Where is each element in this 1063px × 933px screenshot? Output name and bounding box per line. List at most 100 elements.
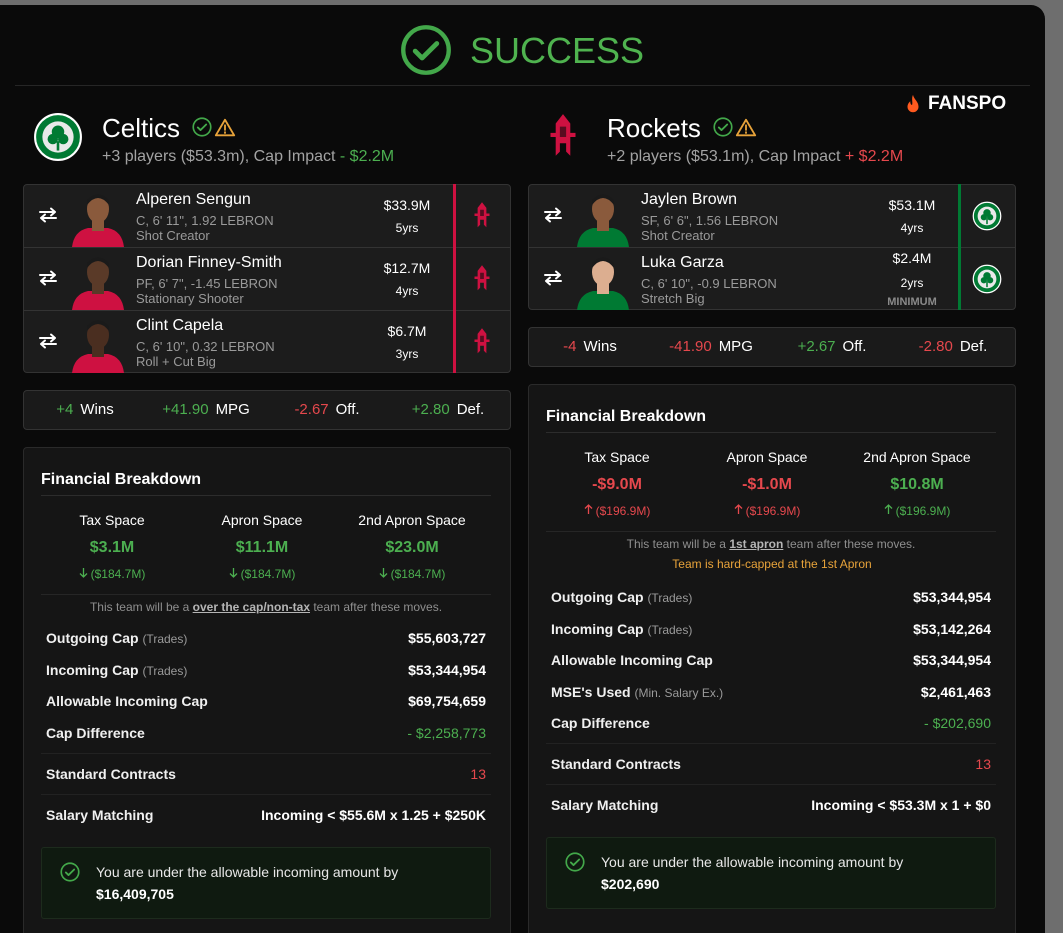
player-name: Jaylen Brown <box>641 191 738 208</box>
player-details: PF, 6' 7", -1.45 LEBRON <box>136 276 278 291</box>
status-icons <box>713 117 757 139</box>
note-text: team after these moves. <box>310 600 443 614</box>
icon-graphic <box>39 270 57 286</box>
financial-title: Financial Breakdown <box>41 471 202 488</box>
contract-years: 3yrs <box>395 346 419 361</box>
row-label: Outgoing Cap (Trades) <box>46 628 346 648</box>
impact-bar <box>23 390 511 430</box>
space-change: ($196.9M) <box>837 503 997 519</box>
icon-graphic <box>79 568 88 578</box>
origin-logo <box>972 201 1002 231</box>
icon-graphic <box>980 277 987 284</box>
player-salary: $33.9M <box>383 197 431 213</box>
row-label: Incoming Cap (Trades) <box>551 619 851 639</box>
icon-graphic <box>72 257 124 310</box>
icon-graphic <box>734 504 743 514</box>
swap-icon <box>542 207 564 223</box>
swap-icon <box>37 333 59 349</box>
status-icons <box>192 117 236 139</box>
icon-graphic <box>569 858 581 866</box>
icon-graphic <box>214 118 236 137</box>
icon-graphic <box>39 207 56 217</box>
space-change-value: ($196.9M) <box>895 504 951 518</box>
icon-graphic <box>72 228 124 247</box>
row-divider <box>528 247 1016 248</box>
contract-years: 2yrs <box>900 275 924 290</box>
icon-graphic <box>214 118 236 137</box>
trend-arrow <box>734 503 743 519</box>
icon-graphic <box>972 201 1002 231</box>
icon-graphic <box>544 270 562 286</box>
impact-value: -4 <box>563 338 577 355</box>
icon-graphic <box>60 861 80 882</box>
row-label-text: MSE's Used <box>551 683 631 700</box>
icon-graphic <box>192 117 212 137</box>
icon-graphic <box>545 276 562 286</box>
icon-graphic <box>474 265 490 291</box>
status-icon <box>60 861 80 882</box>
player-name: Luka Garza <box>641 254 724 271</box>
impact-label: MPG <box>215 401 250 418</box>
icon-graphic <box>987 214 994 221</box>
icon-graphic <box>34 113 82 161</box>
player-avatar <box>573 185 633 247</box>
icon-graphic <box>72 354 124 373</box>
space-value: $11.1M <box>235 539 289 556</box>
impact-item: -2.80 Def. <box>893 337 1013 357</box>
space-change: ($184.7M) <box>32 566 192 582</box>
row-divider <box>23 310 511 311</box>
success-icon <box>400 24 452 76</box>
icon-graphic <box>412 41 440 61</box>
icon-graphic <box>47 133 58 145</box>
player-avatar <box>68 185 128 247</box>
icon-graphic <box>87 321 109 349</box>
note-text: This team will be a <box>89 600 193 614</box>
icon-graphic <box>87 320 109 331</box>
space-label: Tax Space <box>584 449 650 465</box>
status-box <box>41 846 491 919</box>
row-value: - $2,258,773 <box>407 724 486 741</box>
icon-graphic <box>87 258 109 286</box>
cap-impact: - $2.2M <box>339 148 395 165</box>
status-icon <box>565 852 585 872</box>
contract-years: 4yrs <box>395 283 419 298</box>
icon-graphic <box>972 264 1002 294</box>
trend-arrow <box>229 566 238 582</box>
icon-graphic <box>480 209 484 216</box>
player-salary: $2.4M <box>892 250 932 266</box>
row-label-text: Salary Matching <box>551 797 659 813</box>
icon-graphic <box>39 333 56 343</box>
row-label-text: Standard Contracts <box>551 756 681 772</box>
row-label: Salary Matching <box>46 805 346 825</box>
icon-graphic <box>87 257 109 268</box>
player-name: Clint Capela <box>136 317 224 334</box>
row-value: $53,344,954 <box>408 661 486 678</box>
impact-value: +2.80 <box>411 401 450 418</box>
impact-label: MPG <box>718 338 753 355</box>
player-avatar <box>573 248 633 310</box>
row-label: Standard Contracts <box>551 754 851 774</box>
player-details: C, 6' 10", -0.9 LEBRON <box>641 276 777 291</box>
status-box <box>546 837 996 909</box>
row-label-text: Outgoing Cap <box>46 630 139 646</box>
hard-cap-warning: Team is hard-capped at the 1st Apron <box>672 556 872 571</box>
player-avatar <box>68 248 128 310</box>
row-value: 13 <box>975 756 991 772</box>
impact-item: -2.67 Off. <box>267 400 387 420</box>
icon-graphic <box>713 117 733 137</box>
row-divider <box>41 752 491 754</box>
swap-icon <box>37 207 59 223</box>
icon-graphic <box>474 328 490 354</box>
impact-item: -41.90 MPG <box>651 337 771 357</box>
icon-graphic <box>577 257 629 310</box>
icon-graphic <box>192 117 212 137</box>
title-divider <box>41 495 491 496</box>
player-salary: $12.7M <box>383 260 431 276</box>
icon-graphic <box>40 339 57 349</box>
player-name: Dorian Finney-Smith <box>136 254 282 271</box>
space-change: ($184.7M) <box>332 566 492 582</box>
space-change-value: ($196.9M) <box>745 504 801 518</box>
icon-graphic <box>980 214 987 221</box>
spaces-divider <box>41 594 491 595</box>
icon-graphic <box>717 123 729 131</box>
